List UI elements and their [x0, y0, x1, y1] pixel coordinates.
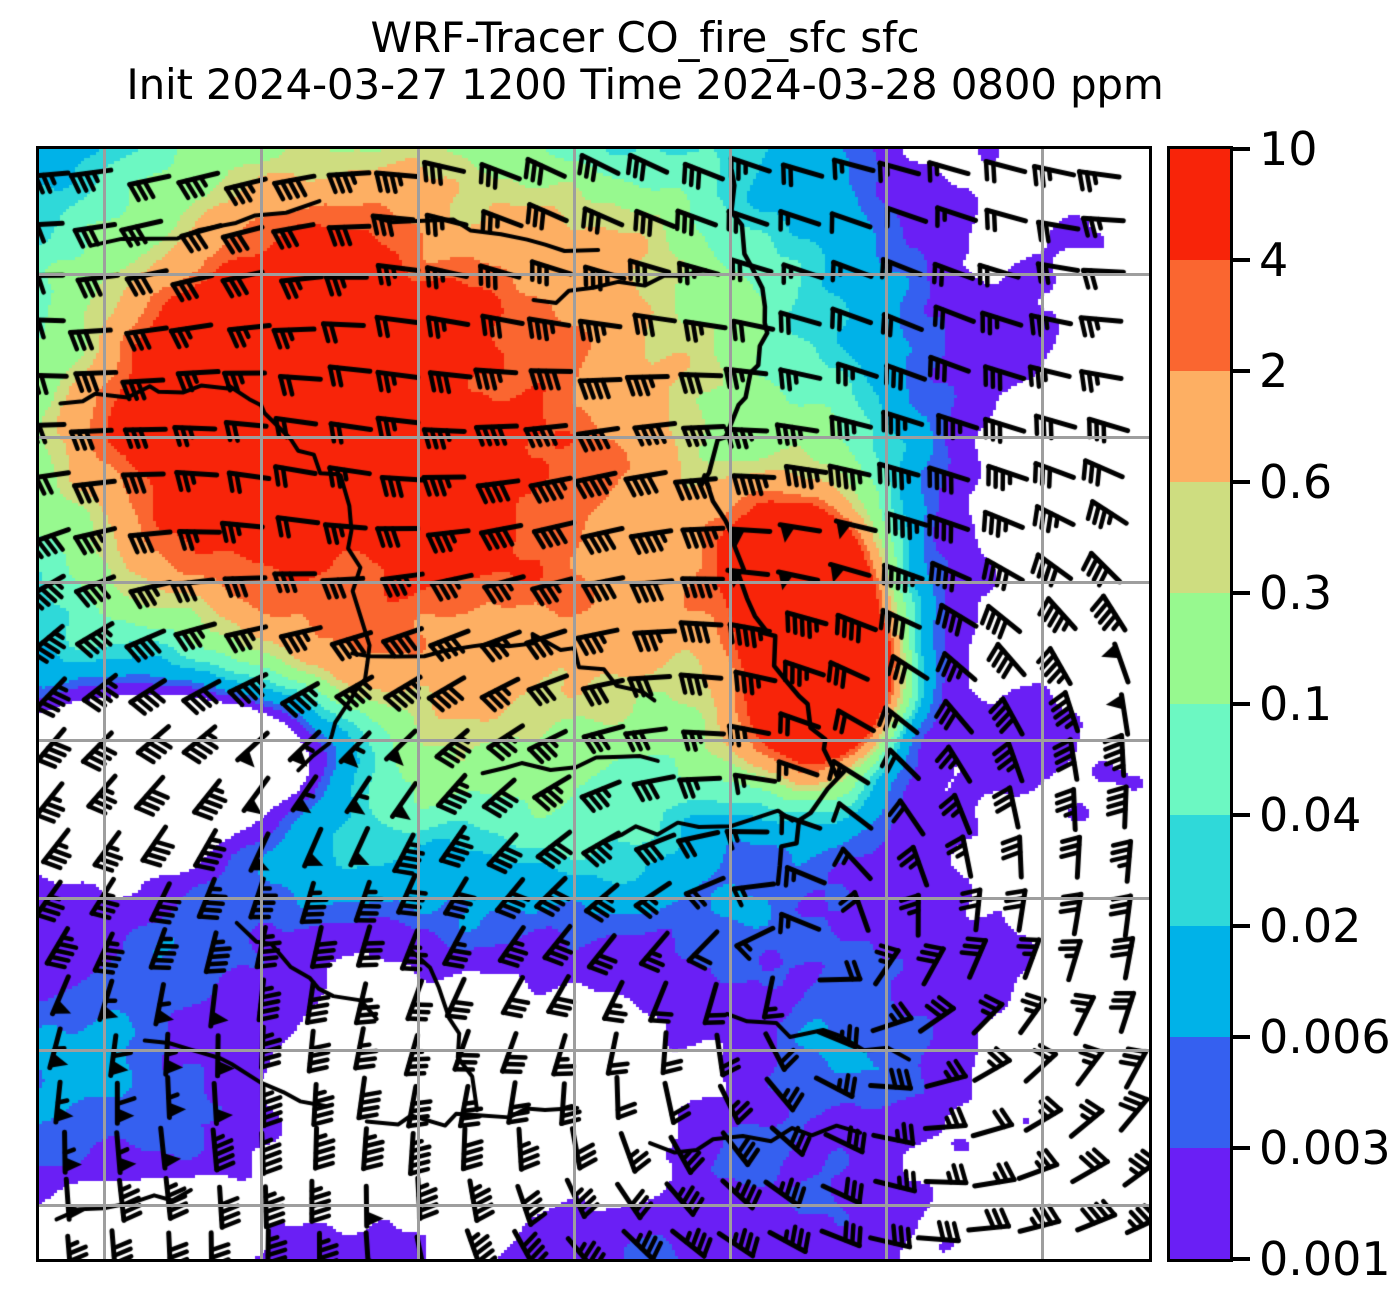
colorbar-tick-label: 0.003 [1259, 1121, 1391, 1175]
colorbar-band-0 [1170, 149, 1230, 260]
colorbar-tick-mark [1233, 1035, 1250, 1039]
colorbar-tick-label: 10 [1259, 122, 1318, 176]
graticule-parallel-1 [39, 436, 1149, 439]
colorbar-tick-mark [1233, 924, 1250, 928]
graticule-parallel-4 [39, 897, 1149, 900]
colorbar-tick-mark [1233, 591, 1250, 595]
colorbar-tick-mark [1233, 147, 1250, 151]
colorbar[interactable]: 10 4 2 0.6 0.3 0.1 0.04 0.02 0.006 0.003 0.001 [1167, 124, 1391, 1284]
colorbar-tick-label: 4 [1259, 233, 1289, 287]
chart-title: WRF-Tracer CO_fire_sfc sfc Init 2024-03-… [0, 14, 1290, 108]
colorbar-tick-label: 0.006 [1259, 1010, 1391, 1064]
title-line-secondary: Init 2024-03-27 1200 Time 2024-03-28 080… [126, 60, 1164, 110]
graticule-meridian-5 [885, 149, 888, 1259]
colorbar-tick-mark [1233, 702, 1250, 706]
colorbar-tick-mark [1233, 258, 1250, 262]
colorbar-tick-label: 0.04 [1259, 788, 1362, 842]
colorbar-band-1 [1170, 260, 1230, 371]
graticule-parallel-3 [39, 739, 1149, 742]
colorbar-tick-mark [1233, 1146, 1250, 1150]
colorbar-tick-mark [1233, 813, 1250, 817]
graticule-parallel-0 [39, 273, 1149, 276]
colorbar-band-3 [1170, 482, 1230, 593]
colorbar-tick-mark [1233, 480, 1250, 484]
colorbar-tick-label: 0.1 [1259, 677, 1333, 731]
graticule-meridian-2 [417, 149, 420, 1259]
graticule-parallel-6 [39, 1204, 1149, 1207]
colorbar-tick-label: 0.3 [1259, 566, 1333, 620]
colorbar-tick-label: 0.02 [1259, 899, 1362, 953]
colorbar-bands [1167, 146, 1233, 1262]
colorbar-tick-label: 0.001 [1259, 1232, 1391, 1286]
colorbar-band-5 [1170, 704, 1230, 815]
colorbar-tick-axis: 10 4 2 0.6 0.3 0.1 0.04 0.02 0.006 0.003 0.001 [1233, 124, 1400, 1284]
title-line-primary: WRF-Tracer CO_fire_sfc sfc [370, 13, 920, 62]
graticule-parallel-5 [39, 1049, 1149, 1052]
colorbar-band-6 [1170, 815, 1230, 926]
map-plot-area[interactable] [36, 146, 1152, 1262]
colorbar-band-7 [1170, 926, 1230, 1037]
graticule-parallel-2 [39, 581, 1149, 584]
contour-wind-canvas [39, 149, 1149, 1259]
colorbar-band-8 [1170, 1037, 1230, 1148]
colorbar-tick-mark [1233, 369, 1250, 373]
colorbar-band-2 [1170, 371, 1230, 482]
graticule-meridian-4 [729, 149, 732, 1259]
graticule-meridian-0 [103, 149, 106, 1259]
graticule-meridian-1 [260, 149, 263, 1259]
colorbar-band-4 [1170, 593, 1230, 704]
graticule-meridian-6 [1041, 149, 1044, 1259]
colorbar-tick-mark [1233, 1257, 1250, 1261]
colorbar-tick-label: 0.6 [1259, 455, 1333, 509]
graticule-meridian-3 [573, 149, 576, 1259]
colorbar-tick-label: 2 [1259, 344, 1289, 398]
colorbar-band-9 [1170, 1148, 1230, 1259]
